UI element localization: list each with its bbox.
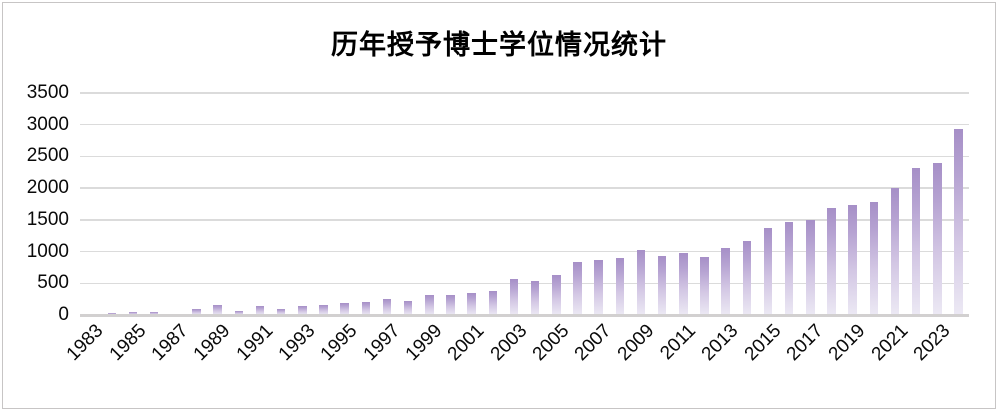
bar-2008 [615,257,624,315]
x-axis-tick-label: 2007 [570,320,616,366]
y-axis-tick-label: 2000 [26,177,69,199]
bar-2011 [679,252,688,315]
bar-1995 [340,303,349,315]
x-axis-tick-label: 2003 [486,320,532,366]
bar-1988 [192,309,201,315]
bar-2017 [806,220,815,315]
x-axis-tick-label: 2011 [656,320,701,365]
bar-2001 [467,293,476,315]
chart-title: 历年授予博士学位情况统计 [331,30,667,60]
x-axis-tick-label: 2015 [740,320,786,366]
bar-2013 [721,248,730,315]
x-axis-tick-label: 2005 [528,320,574,366]
gridline-2000 [80,187,969,189]
bar-2016 [784,221,794,315]
bar-1984 [107,312,116,315]
y-axis-tick-label: 0 [58,304,69,325]
gridline-3000 [80,123,969,126]
gridline-3500 [80,92,969,94]
bar-1996 [361,301,370,315]
bar-2012 [700,256,709,315]
bar-2015 [763,228,773,315]
bar-1999 [425,295,434,315]
bar-1989 [213,304,222,315]
bar-2000 [446,295,455,315]
bar-2003 [509,279,519,315]
bar-2006 [573,262,582,315]
bar-2018 [827,208,836,315]
gridline-500 [80,282,969,285]
y-axis-tick-label: 3500 [26,82,69,103]
bar-1993 [298,306,307,315]
x-axis-tick-label: 1983 [62,320,108,366]
gridline-1500 [80,219,969,221]
x-axis-tick-label: 1985 [105,320,151,366]
bar-2020 [869,202,878,315]
bar-2009 [636,249,646,315]
x-axis-tick-label: 1995 [316,320,362,366]
y-axis-tick-label: 1000 [26,240,69,262]
x-axis-tick-label: 2021 [867,320,913,366]
y-axis-tick-label: 1500 [26,208,69,230]
x-axis-tick-label: 1991 [232,320,278,366]
gridline-2500 [80,155,969,158]
x-axis-tick-label: 2009 [613,320,659,366]
x-axis-tick-label: 2001 [443,320,489,366]
bar-2022 [911,168,921,315]
x-axis-tick-label: 2017 [782,320,828,366]
bar-2004 [530,281,540,315]
x-axis-tick-label: 1993 [274,320,320,366]
bar-2005 [552,275,561,315]
bar-1990 [234,310,243,315]
bar-2024 [954,128,963,315]
x-axis-tick-label: 2023 [909,320,955,366]
x-axis-tick-label: 2019 [824,320,870,366]
x-axis-tick-label: 1987 [147,320,193,366]
bar-2002 [488,291,497,315]
bar-2007 [594,259,603,315]
bar-1985 [128,312,138,315]
bar-1997 [382,298,392,315]
bar-2019 [848,205,857,315]
gridline-1000 [80,250,969,253]
x-axis-tick-label: 1997 [359,320,405,366]
bar-1998 [403,301,413,315]
y-axis-tick-label: 3000 [26,113,69,135]
bar-1992 [276,308,286,315]
x-axis-tick-label: 1999 [401,320,447,366]
y-axis-tick-label: 2500 [26,145,69,167]
bar-1994 [319,305,328,315]
x-axis-line [80,314,969,317]
x-axis-tick-label: 1989 [189,320,235,366]
bar-2010 [657,255,667,315]
x-axis-tick-label: 2013 [697,320,743,366]
bar-2021 [890,187,900,315]
bar-2014 [742,240,751,315]
bar-1991 [255,306,265,315]
bar-2023 [933,163,942,315]
bar-1986 [149,312,159,315]
plot-area [80,92,969,315]
y-axis-tick-label: 500 [37,272,69,294]
